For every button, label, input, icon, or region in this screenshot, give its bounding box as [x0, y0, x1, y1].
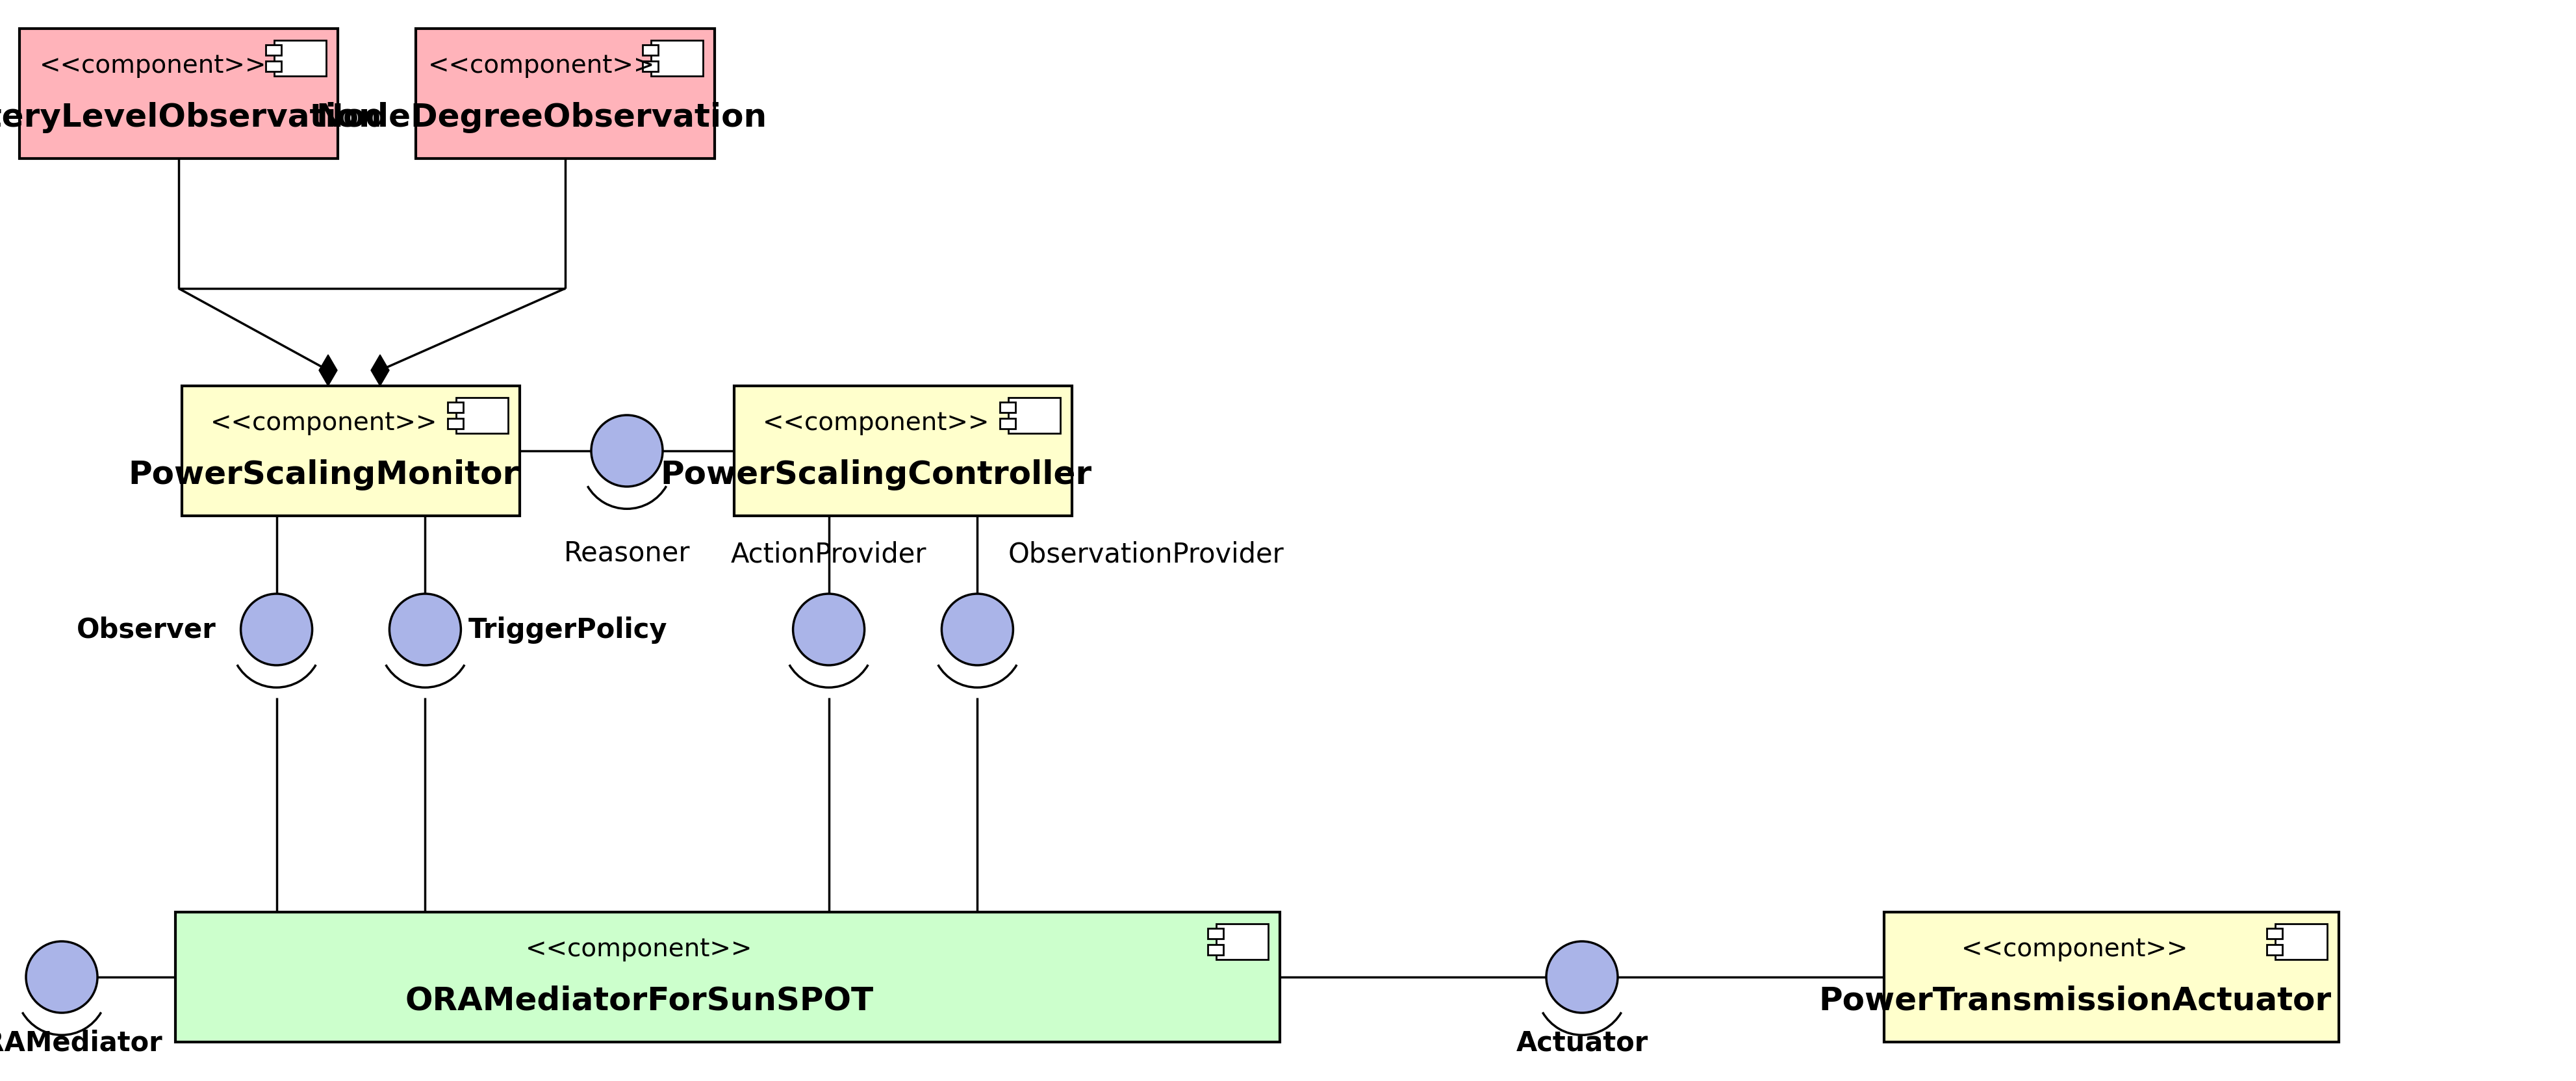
Text: NodeDegreeObservation: NodeDegreeObservation	[317, 102, 768, 133]
Circle shape	[240, 595, 312, 666]
Text: <<component>>: <<component>>	[211, 411, 438, 435]
Bar	[652, 41, 703, 77]
Bar	[265, 62, 281, 72]
Bar	[273, 41, 327, 77]
Bar	[183, 386, 520, 516]
Text: <<component>>: <<component>>	[762, 411, 989, 435]
Text: Reasoner: Reasoner	[564, 538, 690, 566]
Bar	[1208, 945, 1224, 956]
Text: ORAMediatorForSunSPOT: ORAMediatorForSunSPOT	[404, 985, 873, 1016]
Bar	[734, 386, 1072, 516]
Text: BatteryLevelObservation: BatteryLevelObservation	[0, 102, 381, 133]
Circle shape	[1546, 942, 1618, 1013]
Bar	[2267, 945, 2282, 956]
Bar	[456, 398, 507, 433]
Text: ORAMediator: ORAMediator	[0, 1029, 162, 1056]
Bar	[641, 45, 657, 56]
Bar	[21, 29, 337, 159]
Text: PowerTransmissionActuator: PowerTransmissionActuator	[1819, 985, 2331, 1016]
Circle shape	[793, 595, 866, 666]
Bar	[1208, 929, 1224, 939]
Bar	[448, 402, 464, 413]
Bar	[175, 912, 1280, 1042]
Text: <<component>>: <<component>>	[428, 53, 654, 78]
Bar	[448, 419, 464, 429]
Text: <<component>>: <<component>>	[39, 53, 268, 78]
Bar	[1007, 398, 1059, 433]
Bar	[999, 419, 1015, 429]
Bar	[265, 45, 281, 56]
Text: <<component>>: <<component>>	[1960, 936, 2187, 961]
Text: ActionProvider: ActionProvider	[732, 540, 927, 569]
Circle shape	[940, 595, 1012, 666]
Text: TriggerPolicy: TriggerPolicy	[469, 616, 667, 643]
Text: Observer: Observer	[77, 616, 216, 643]
Polygon shape	[319, 356, 337, 386]
Bar	[641, 62, 657, 72]
Bar	[2275, 924, 2326, 960]
Bar	[999, 402, 1015, 413]
Text: PowerScalingController: PowerScalingController	[659, 459, 1092, 490]
Bar	[1883, 912, 2339, 1042]
Text: ObservationProvider: ObservationProvider	[1007, 540, 1283, 569]
Circle shape	[389, 595, 461, 666]
Text: PowerScalingMonitor: PowerScalingMonitor	[129, 459, 518, 490]
Text: Actuator: Actuator	[1515, 1029, 1649, 1056]
Bar	[1216, 924, 1267, 960]
Bar	[415, 29, 714, 159]
Polygon shape	[371, 356, 389, 386]
Circle shape	[26, 942, 98, 1013]
Bar	[2267, 929, 2282, 939]
Circle shape	[590, 415, 662, 486]
Text: <<component>>: <<component>>	[526, 936, 752, 961]
